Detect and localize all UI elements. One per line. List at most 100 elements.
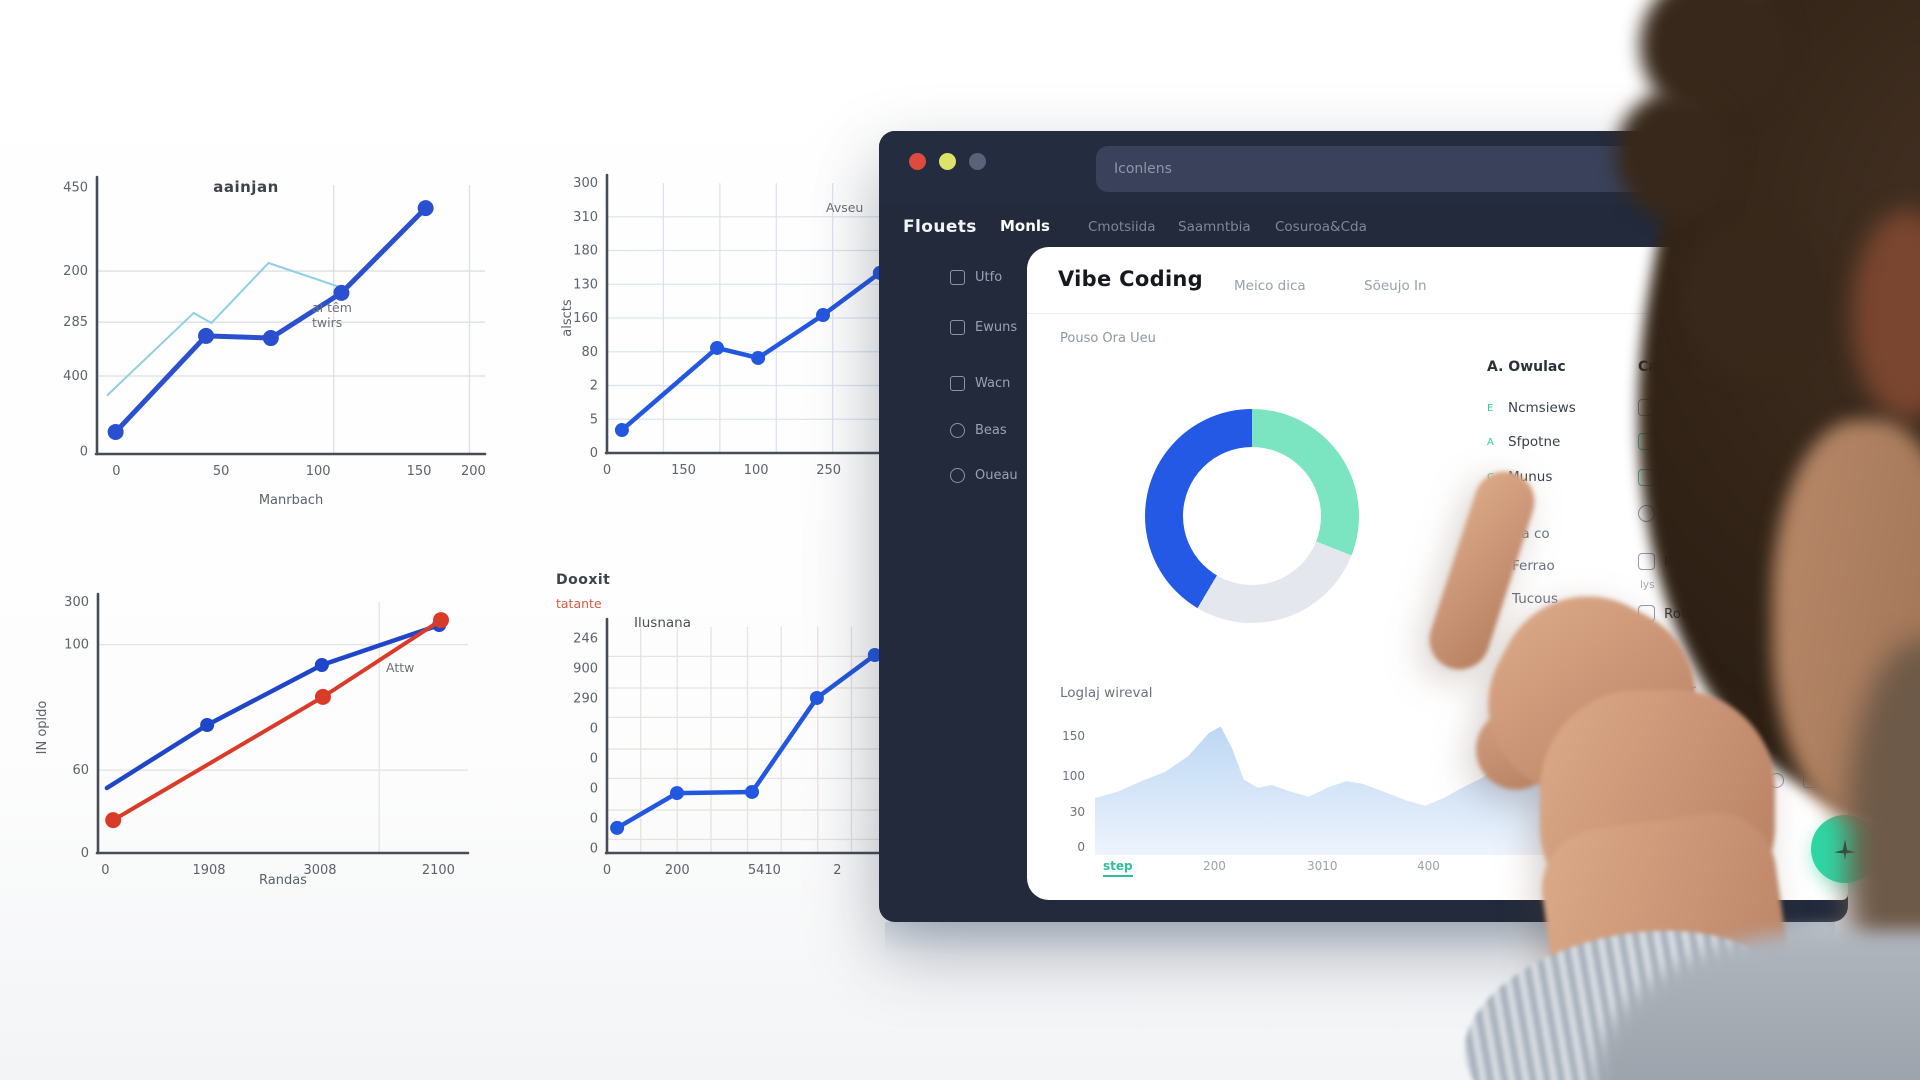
badge-mini-icon[interactable] — [1803, 739, 1818, 754]
disc-mini-icon[interactable] — [1837, 773, 1852, 788]
app-window: Iconlens Flouets Monls Cmotsiida Saamntb… — [879, 131, 1879, 922]
nav-item-0[interactable]: Monls — [1000, 217, 1050, 235]
chart1-title: aainjan — [213, 178, 279, 196]
svg-text:0: 0 — [590, 812, 598, 827]
svg-text:0: 0 — [80, 444, 88, 459]
svg-text:100: 100 — [64, 638, 89, 653]
list-item[interactable]: A Sfpotne — [1487, 434, 1560, 450]
home-icon[interactable]: ⌂ — [1741, 805, 1763, 845]
circle-mini-icon[interactable] — [1769, 739, 1784, 754]
panels-list-header: Cagnets — [1638, 359, 1703, 375]
svg-text:2: 2 — [833, 863, 841, 878]
bird-icon — [1729, 276, 1739, 284]
titlebar: Iconlens — [879, 131, 1848, 205]
ring-mini-icon[interactable] — [1837, 739, 1852, 754]
sidebar-label: Beas — [975, 422, 1007, 438]
list-item[interactable]: Ca co — [1512, 526, 1550, 542]
file-mini-icon[interactable] — [1735, 739, 1750, 754]
list-item[interactable]: Irsaihnto — [1638, 469, 1723, 486]
send-plane-icon — [1834, 839, 1856, 860]
list-item-label: Irsaihnto — [1664, 469, 1724, 486]
list-item[interactable]: Svesnrisonozavuen — [1638, 505, 1795, 522]
list-item-small: lys — [1640, 579, 1655, 591]
oval-mini-icon[interactable] — [1769, 773, 1784, 788]
list-item-label: lys — [1640, 579, 1655, 591]
list-item-label: Chustlsvidase — [1664, 433, 1758, 450]
svg-text:3008: 3008 — [303, 863, 336, 878]
list-item[interactable]: Chustlsvidase — [1638, 433, 1758, 450]
svg-text:400: 400 — [63, 369, 88, 384]
hair-curl — [1640, 0, 1790, 120]
sidebar-item-4[interactable]: Oueau — [950, 465, 1018, 485]
chart1-annotation: al têm twirs — [312, 300, 352, 330]
card-menu-0[interactable]: Meico dica — [1234, 278, 1306, 294]
area-chart-title: Loglaj wireval — [1060, 685, 1153, 701]
area-xtick-step[interactable]: step — [1103, 859, 1133, 877]
list-item-label: Ca co — [1512, 526, 1550, 542]
bottom-item-label: famos — [1739, 877, 1773, 890]
desk-reflection — [885, 922, 1835, 954]
image-icon — [950, 319, 965, 335]
zoom-window-icon[interactable] — [969, 153, 986, 170]
svg-text:0: 0 — [603, 863, 611, 878]
svg-text:80: 80 — [581, 345, 598, 360]
svg-text:Manrbach: Manrbach — [259, 493, 323, 508]
card-menu-1[interactable]: Sõeujo In — [1364, 278, 1427, 294]
circle-d-icon[interactable]: D — [1681, 815, 1721, 855]
nav-item-2[interactable]: Saamntbia — [1178, 219, 1251, 235]
sidebar-item-0[interactable]: Utfo — [950, 267, 1002, 287]
svg-text:310: 310 — [573, 210, 598, 225]
svg-text:IN opldo: IN opldo — [35, 701, 50, 755]
svg-text:alscts: alscts — [560, 299, 575, 337]
svg-text:0: 0 — [590, 782, 598, 797]
list-item-label: Apol — [1664, 399, 1694, 416]
chart-bottom-left: 300 100 60 00 1908 3008 2100 Randas IN opldo — [35, 592, 470, 888]
svg-text:200: 200 — [461, 464, 486, 479]
area-xtick: 400 — [1417, 859, 1440, 873]
blue-action-button[interactable] — [1769, 269, 1789, 296]
list-item[interactable]: C Munus — [1487, 469, 1552, 485]
list-item[interactable]: Tucous — [1512, 591, 1558, 607]
teal-action-button[interactable] — [1716, 266, 1752, 302]
svg-text:200: 200 — [665, 863, 690, 878]
sidebar-item-2[interactable]: Wacn — [950, 373, 1010, 393]
nav-item-3[interactable]: Cosuroa&Cda — [1275, 219, 1367, 235]
list-item-label: Ncmsiews — [1508, 400, 1576, 416]
sidebar-item-1[interactable]: Ewuns — [950, 317, 1017, 337]
close-window-icon[interactable] — [909, 153, 926, 170]
svg-text:285: 285 — [63, 315, 88, 330]
page-mini-icon[interactable] — [1735, 773, 1750, 788]
add-fab-button[interactable] — [1811, 815, 1879, 883]
svg-text:300: 300 — [64, 595, 89, 610]
svg-text:250: 250 — [816, 463, 841, 478]
area-ytick: 30 — [1069, 805, 1085, 819]
list-item[interactable]: Ruslevnne — [1638, 553, 1734, 570]
search-input[interactable]: Iconlens — [1096, 146, 1681, 192]
list-item[interactable]: Rotonou C — [1638, 605, 1734, 622]
list-item[interactable]: Apol — [1638, 399, 1694, 416]
square-mini-icon[interactable] — [1803, 773, 1818, 788]
list-item-label: Tucous — [1512, 591, 1559, 607]
svg-text:100: 100 — [306, 464, 331, 479]
minimize-window-icon[interactable] — [939, 153, 956, 170]
list-item-label: Munus — [1508, 469, 1553, 485]
list-item[interactable]: Ua — [1512, 495, 1530, 511]
area-xtick: 200 — [1203, 859, 1226, 873]
svg-text:0: 0 — [590, 752, 598, 767]
svg-text:180: 180 — [573, 244, 598, 259]
area-xtick: 3010 — [1307, 859, 1338, 873]
list-item-label: Sfpotne — [1508, 434, 1561, 450]
sidebar-item-3[interactable]: Beas — [950, 420, 1007, 440]
app-logo: Flouets — [903, 217, 977, 237]
main-card: Vibe Coding Meico dica Sõeujo In Pouso O… — [1027, 247, 1879, 900]
close-box-icon — [950, 375, 965, 391]
section-label: Pouso Ora Ueu — [1060, 331, 1156, 346]
nav-item-1[interactable]: Cmotsiida — [1088, 219, 1156, 235]
selected-dot-icon[interactable] — [1699, 739, 1714, 754]
list-item[interactable]: Ferrao — [1512, 558, 1555, 574]
svg-text:5410: 5410 — [748, 863, 781, 878]
donut-hole — [1183, 447, 1321, 585]
svg-text:200: 200 — [63, 264, 88, 279]
donut-chart — [1145, 409, 1359, 623]
list-item[interactable]: E Ncmsiews — [1487, 400, 1576, 416]
